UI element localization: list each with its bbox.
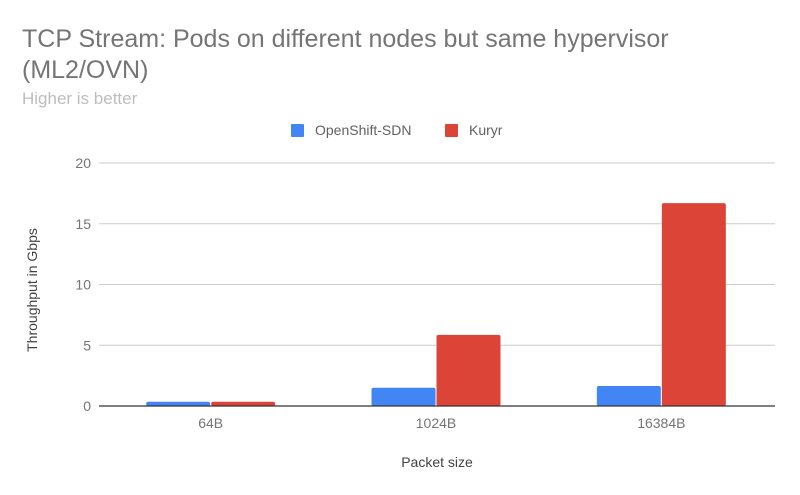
x-axis-ticks: 64B 1024B 16384B: [198, 415, 685, 431]
bar-kuryr-1024b: [436, 334, 501, 406]
y-tick-label: 0: [83, 398, 91, 414]
bar-openshift-sdn-64b: [146, 401, 211, 406]
y-tick-label: 5: [83, 337, 91, 353]
x-tick-label: 64B: [198, 415, 223, 431]
legend-label-kuryr: Kuryr: [469, 122, 503, 138]
y-axis-label: Throughput in Gbps: [24, 228, 40, 352]
x-tick-label: 1024B: [416, 415, 456, 431]
y-tick-label: 15: [75, 216, 91, 232]
y-axis-ticks: 0 5 10 15 20: [75, 155, 91, 414]
legend-swatch-openshift-sdn: [291, 124, 304, 137]
chart-title-line-2: (ML2/OVN): [22, 56, 148, 84]
bar-kuryr-16384b: [661, 203, 726, 406]
x-axis-label: Packet size: [401, 454, 473, 470]
bars: [146, 203, 726, 406]
bar-kuryr-64b: [211, 401, 276, 406]
bar-openshift-sdn-1024b: [371, 387, 436, 406]
y-tick-label: 20: [75, 155, 91, 171]
y-tick-label: 10: [75, 277, 91, 293]
bar-openshift-sdn-16384b: [596, 385, 661, 406]
chart-title-line-1: TCP Stream: Pods on different nodes but …: [22, 25, 669, 53]
x-tick-label: 16384B: [637, 415, 685, 431]
legend: OpenShift-SDN Kuryr: [291, 122, 503, 138]
legend-swatch-kuryr: [445, 124, 458, 137]
chart-subtitle: Higher is better: [22, 89, 138, 108]
legend-label-openshift-sdn: OpenShift-SDN: [315, 122, 411, 138]
